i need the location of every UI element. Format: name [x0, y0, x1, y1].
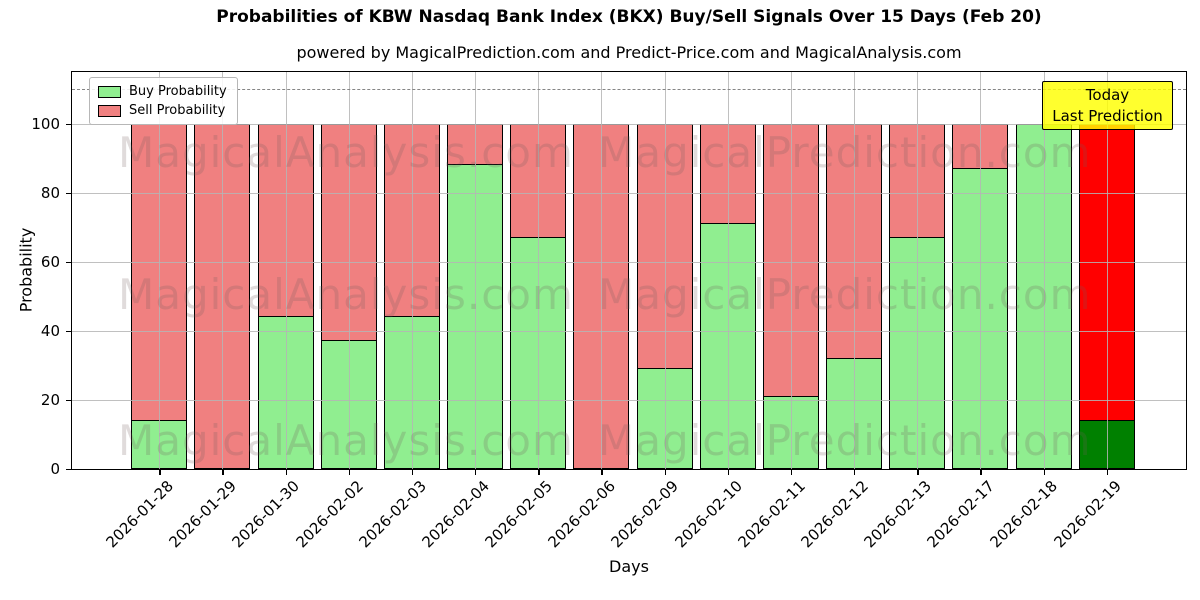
buy-swatch-icon	[98, 85, 121, 98]
x-tick-label: 2026-02-17	[923, 477, 999, 552]
y-tick-mark	[66, 261, 72, 264]
x-tick-label: 2026-02-02	[292, 477, 367, 552]
y-tick-label: 0	[50, 460, 60, 478]
legend: Buy Probability Sell Probability	[89, 77, 238, 125]
today-annotation-line2: Last Prediction	[1052, 106, 1163, 125]
gridline-vertical	[980, 72, 982, 469]
gridline-vertical	[1106, 72, 1108, 469]
gridline-vertical	[727, 72, 729, 469]
x-tick-mark	[790, 470, 793, 475]
x-tick-mark	[664, 470, 666, 475]
gridline-vertical	[411, 72, 413, 469]
gridline-vertical	[790, 72, 792, 469]
x-tick-mark	[980, 470, 982, 475]
gridline-vertical	[159, 72, 161, 469]
legend-entry-buy: Buy Probability	[98, 84, 227, 99]
y-tick-mark	[66, 192, 72, 195]
x-tick-mark	[475, 470, 477, 475]
dashed-threshold-line	[72, 89, 1186, 91]
y-tick-label: 40	[40, 321, 60, 340]
watermark-text: MagicalPrediction.com	[598, 416, 1092, 465]
today-annotation-line1: Today	[1085, 85, 1130, 104]
x-tick-mark	[1043, 470, 1045, 475]
legend-label-sell: Sell Probability	[129, 103, 226, 118]
x-tick-label: 2026-02-10	[671, 477, 746, 552]
y-tick-label: 60	[40, 252, 60, 271]
x-tick-label: 2026-01-30	[228, 477, 304, 552]
gridline-horizontal	[72, 192, 1186, 194]
y-tick-mark	[66, 469, 72, 471]
legend-label-buy: Buy Probability	[129, 84, 227, 99]
x-tick-mark	[411, 470, 414, 475]
today-annotation: Today Last Prediction	[1042, 81, 1173, 130]
x-axis-label: Days	[609, 557, 649, 576]
chart-subtitle: powered by MagicalPrediction.com and Pre…	[296, 43, 962, 62]
x-tick-label: 2026-01-29	[165, 477, 241, 552]
x-tick-mark	[159, 470, 161, 475]
x-tick-label: 2026-02-19	[1050, 477, 1125, 552]
x-tick-label: 2026-02-04	[418, 477, 493, 552]
legend-entry-sell: Sell Probability	[98, 103, 227, 118]
y-tick-label: 80	[40, 183, 60, 202]
watermark-text: MagicalAnalysis.com	[118, 416, 574, 465]
gridline-horizontal	[72, 123, 1186, 125]
x-tick-mark	[222, 470, 224, 475]
x-tick-label: 2026-02-09	[607, 477, 683, 552]
gridline-vertical	[601, 72, 603, 469]
gridline-horizontal	[72, 330, 1186, 332]
x-tick-label: 2026-02-12	[797, 477, 872, 552]
chart-title: Probabilities of KBW Nasdaq Bank Index (…	[216, 7, 1042, 27]
x-tick-label: 2026-02-18	[986, 477, 1062, 552]
gridline-vertical	[222, 72, 224, 469]
y-tick-mark	[66, 123, 72, 126]
x-tick-label: 2026-01-28	[102, 477, 178, 552]
gridline-vertical	[475, 72, 477, 469]
gridline-vertical	[854, 72, 856, 469]
x-tick-label: 2026-02-13	[860, 477, 935, 552]
gridline-vertical	[917, 72, 919, 469]
x-tick-mark	[601, 470, 603, 475]
sell-swatch-icon	[98, 104, 121, 117]
x-tick-mark	[285, 470, 287, 475]
x-tick-mark	[538, 470, 540, 475]
x-tick-mark	[348, 470, 351, 475]
x-tick-mark	[727, 470, 730, 475]
y-tick-mark	[66, 399, 72, 402]
y-tick-mark	[66, 330, 72, 333]
x-tick-mark	[917, 470, 919, 475]
gridline-horizontal	[72, 261, 1186, 263]
gridline-vertical	[664, 72, 666, 469]
watermark-text: MagicalAnalysis.com	[118, 128, 574, 177]
x-tick-label: 2026-02-05	[481, 477, 556, 552]
y-tick-label: 100	[31, 114, 60, 133]
gridline-vertical	[538, 72, 540, 469]
plot-area: MagicalAnalysis.com MagicalPrediction.com…	[72, 72, 1186, 469]
watermark-text: MagicalPrediction.com	[598, 270, 1092, 319]
gridline-vertical	[1043, 72, 1045, 469]
x-tick-mark	[854, 470, 856, 475]
gridline-vertical	[348, 72, 350, 469]
watermark-text: MagicalAnalysis.com	[118, 270, 574, 319]
gridline-horizontal	[72, 399, 1186, 401]
y-tick-label: 20	[40, 390, 60, 409]
watermark-text: MagicalPrediction.com	[598, 128, 1092, 177]
x-tick-label: 2026-02-06	[544, 477, 620, 552]
x-tick-label: 2026-02-11	[734, 477, 809, 552]
gridline-vertical	[285, 72, 287, 469]
x-tick-mark	[1106, 470, 1109, 475]
x-tick-label: 2026-02-03	[355, 477, 430, 552]
